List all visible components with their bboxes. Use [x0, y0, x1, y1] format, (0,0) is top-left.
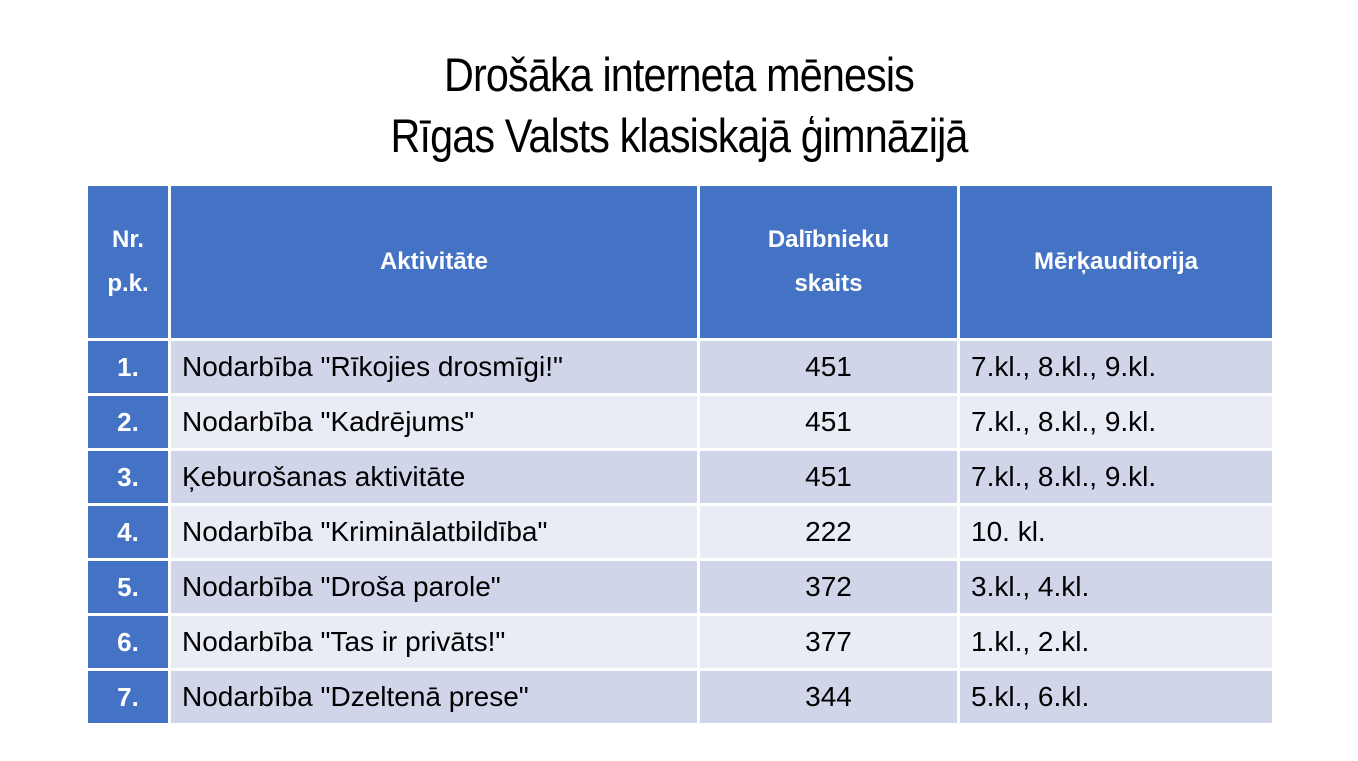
row-number-cell: 4.: [88, 506, 168, 558]
participants-cell: 451: [700, 396, 957, 448]
header-cell-audience: Mērķauditorija: [960, 186, 1272, 338]
activities-table: Nr. p.k. Aktivitāte Dalībnieku skaits Mē…: [88, 186, 1272, 723]
activity-cell: Nodarbība "Kadrējums": [171, 396, 697, 448]
row-number-cell: 2.: [88, 396, 168, 448]
header-cell-participants: Dalībnieku skaits: [700, 186, 957, 338]
row-number-cell: 6.: [88, 616, 168, 668]
participants-cell: 372: [700, 561, 957, 613]
audience-cell: 10. kl.: [960, 506, 1272, 558]
row-number-cell: 7.: [88, 671, 168, 723]
row-number-cell: 1.: [88, 341, 168, 393]
participants-cell: 222: [700, 506, 957, 558]
audience-cell: 7.kl., 8.kl., 9.kl.: [960, 451, 1272, 503]
participants-cell: 344: [700, 671, 957, 723]
activity-cell: Nodarbība "Kriminālatbildība": [171, 506, 697, 558]
row-number-cell: 3.: [88, 451, 168, 503]
participants-cell: 377: [700, 616, 957, 668]
participants-cell: 451: [700, 451, 957, 503]
activity-cell: Nodarbība "Tas ir privāts!": [171, 616, 697, 668]
audience-cell: 7.kl., 8.kl., 9.kl.: [960, 341, 1272, 393]
audience-cell: 1.kl., 2.kl.: [960, 616, 1272, 668]
activity-cell: Nodarbība "Droša parole": [171, 561, 697, 613]
participants-cell: 451: [700, 341, 957, 393]
audience-cell: 3.kl., 4.kl.: [960, 561, 1272, 613]
row-number-cell: 5.: [88, 561, 168, 613]
activity-cell: Nodarbība "Rīkojies drosmīgi!": [171, 341, 697, 393]
activity-cell: Nodarbība "Dzeltenā prese": [171, 671, 697, 723]
audience-cell: 7.kl., 8.kl., 9.kl.: [960, 396, 1272, 448]
slide-title-line1: Drošāka interneta mēnesis: [444, 48, 915, 101]
header-cell-nr: Nr. p.k.: [88, 186, 168, 338]
audience-cell: 5.kl., 6.kl.: [960, 671, 1272, 723]
slide-title: Drošāka interneta mēnesis Rīgas Valsts kl…: [81, 44, 1276, 166]
header-cell-activity: Aktivitāte: [171, 186, 697, 338]
slide-title-line2: Rīgas Valsts klasiskajā ģimnāzijā: [390, 109, 968, 162]
activity-cell: Ķeburošanas aktivitāte: [171, 451, 697, 503]
